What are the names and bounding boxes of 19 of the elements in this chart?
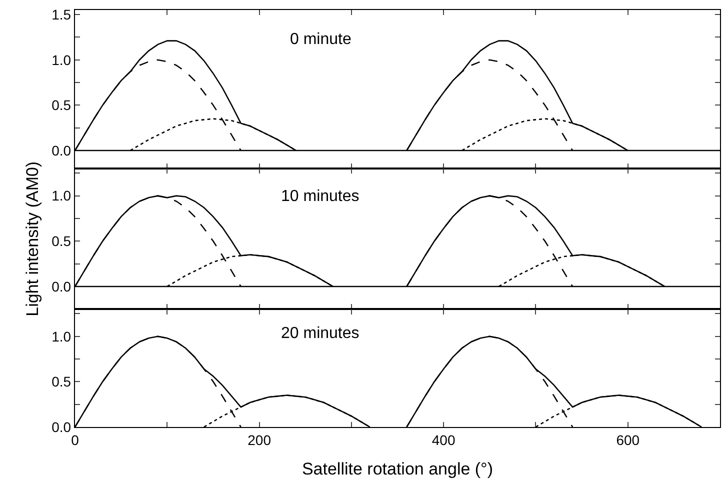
y-tick-label: 1.5 (52, 6, 72, 22)
y-tick-label: 0.5 (52, 374, 72, 390)
y-tick-label: 0.5 (52, 97, 72, 114)
x-axis-title: Satellite rotation angle (°) (302, 459, 494, 478)
y-tick-label: 0.0 (52, 418, 72, 435)
annotation: 0 minute (290, 31, 352, 48)
y-axis-title: Light intensity (AM0) (23, 161, 42, 316)
x-tick-label: 400 (432, 432, 456, 448)
y-tick-label: 1.0 (52, 52, 72, 68)
y-tick-label: 0.5 (52, 233, 72, 250)
annotation: 10 minutes (281, 188, 360, 205)
x-tick-label: 0 (71, 432, 80, 448)
y-tick-label: 1.0 (52, 188, 72, 204)
x-tick-label: 200 (248, 432, 272, 448)
y-tick-label: 0.0 (52, 278, 72, 294)
y-tick-label: 1.0 (52, 328, 72, 344)
x-tick-label: 600 (616, 432, 640, 448)
y-tick-label: 0.0 (52, 142, 72, 158)
annotation: 20 minutes (281, 325, 360, 342)
